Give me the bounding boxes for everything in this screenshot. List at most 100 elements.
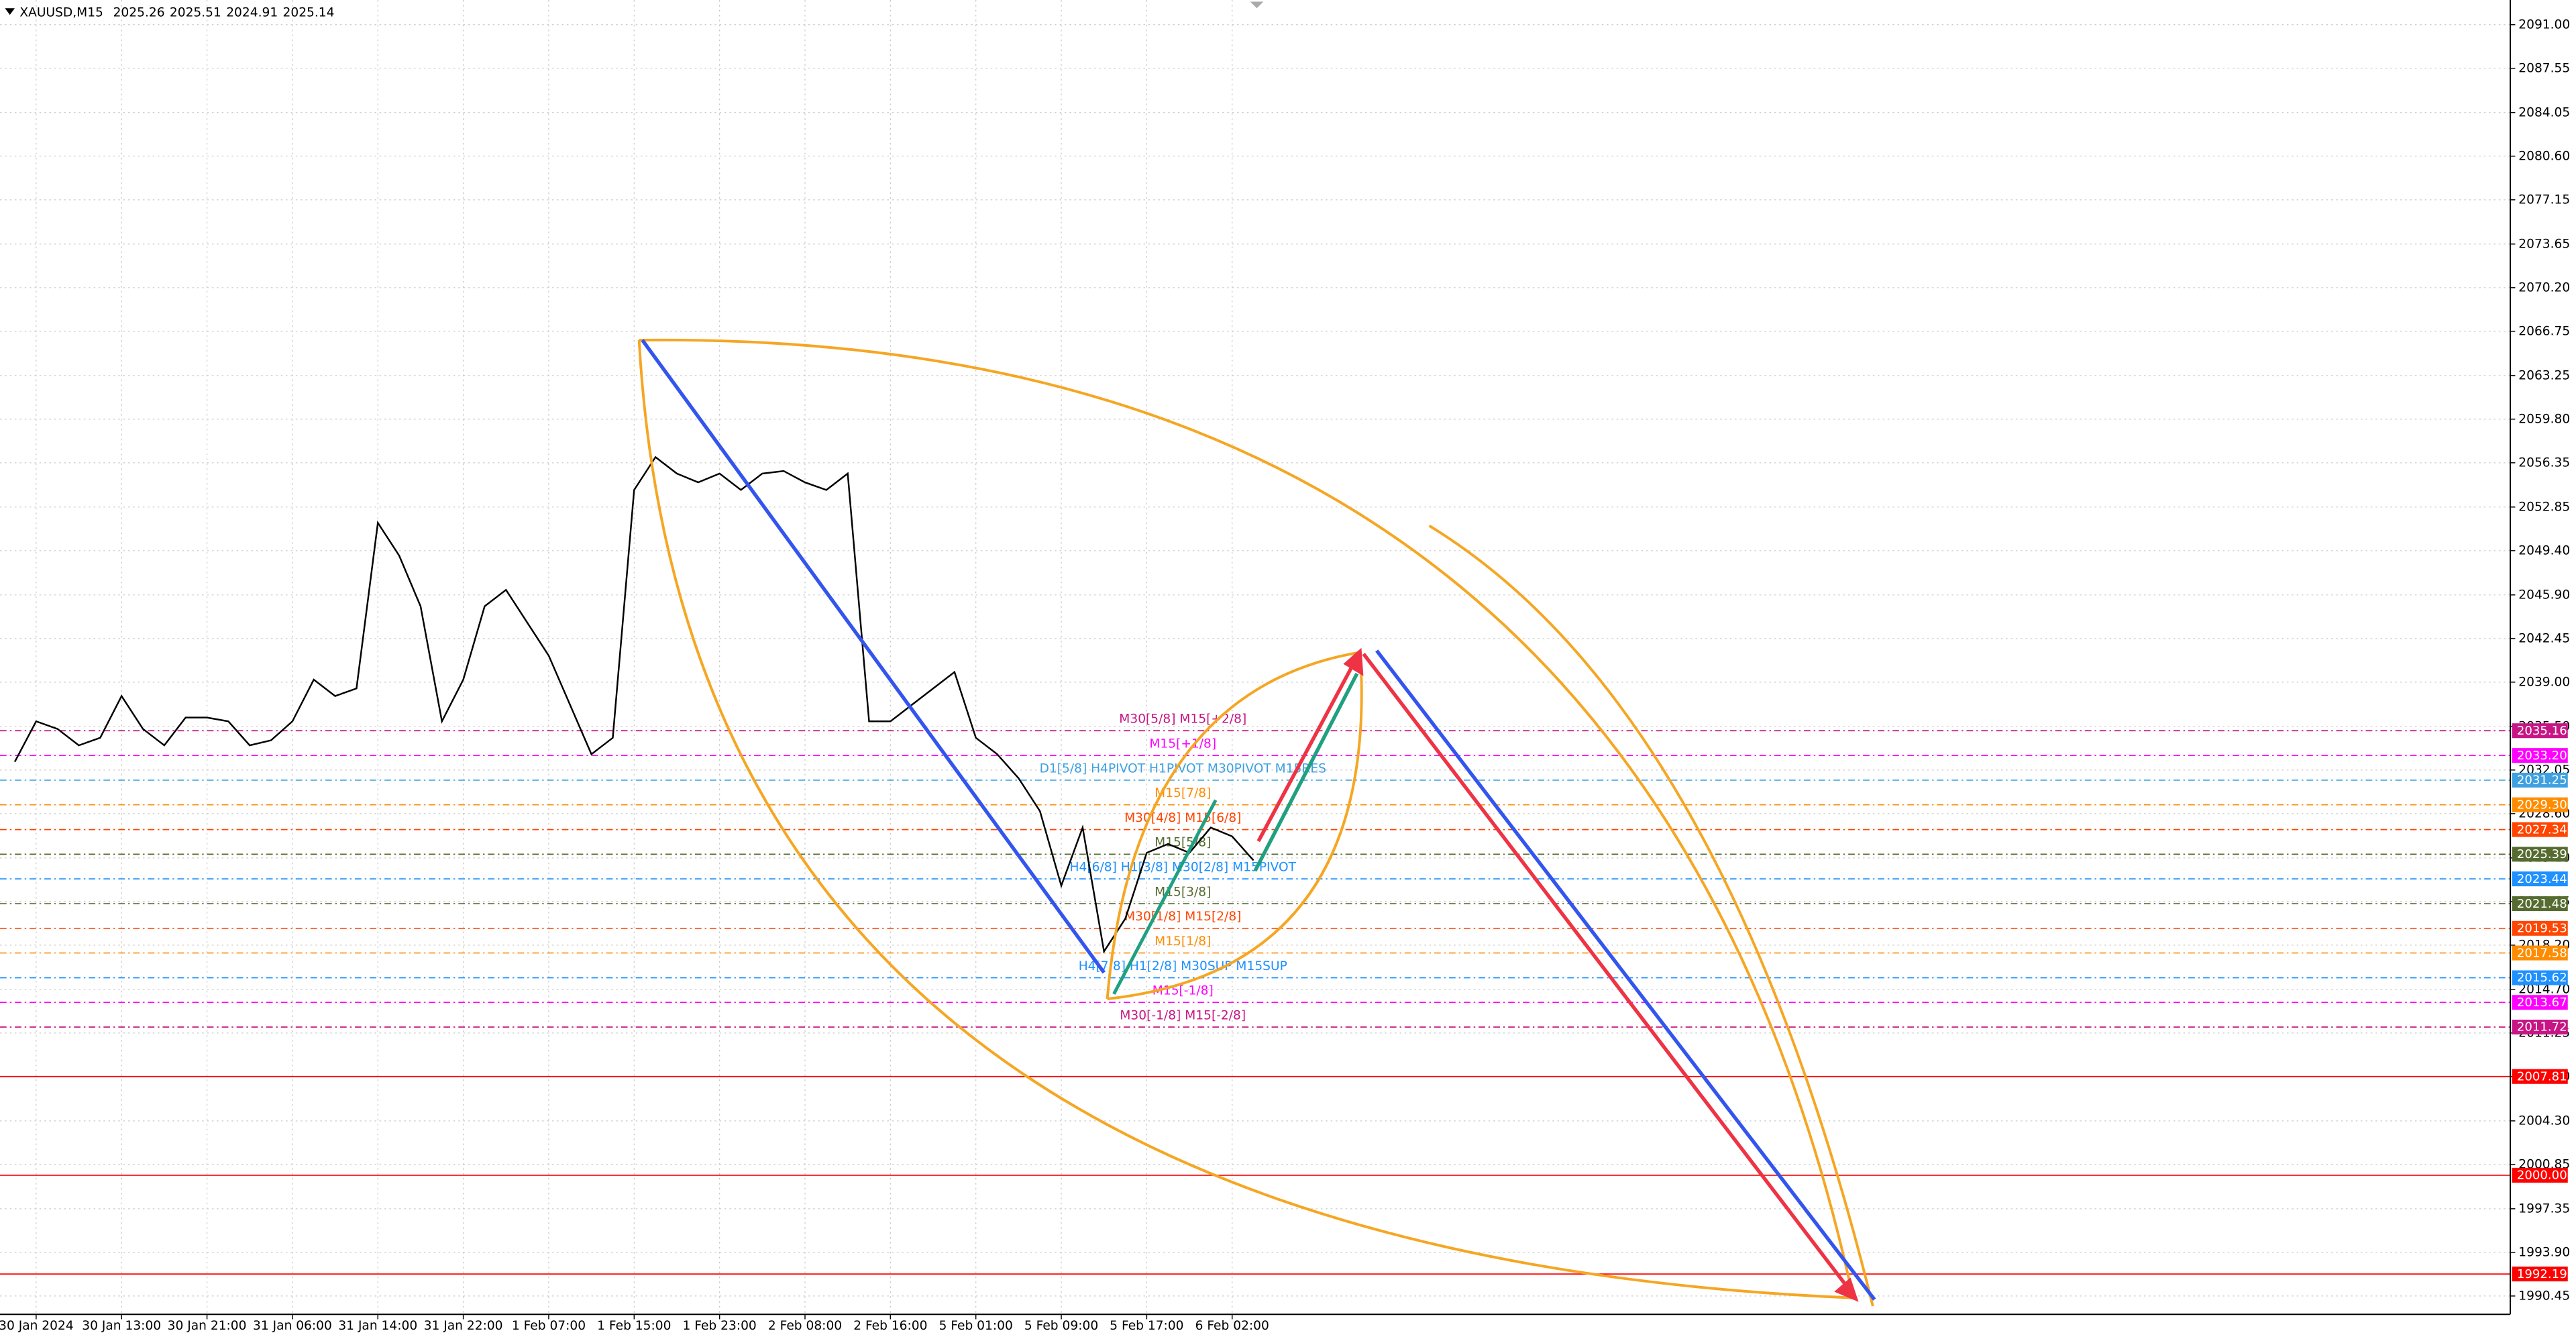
x-tick-label: 1 Feb 07:00: [512, 1319, 586, 1333]
drawings: [637, 338, 1876, 1307]
x-tick-label: 5 Feb 01:00: [939, 1319, 1013, 1333]
price-line: [13, 456, 1254, 954]
level-note: M30[-1/8] M15[-2/8]: [1120, 1008, 1246, 1022]
price-tag: [2512, 748, 2568, 763]
y-tick-label: 2045.90: [2518, 588, 2570, 602]
price-tag-label: 2029.30: [2517, 798, 2567, 812]
price-tag-label: 2019.53: [2517, 922, 2567, 936]
arc: [1106, 651, 1361, 1000]
menu-icon: [5, 8, 15, 15]
y-tick-label: 2056.35: [2518, 456, 2570, 470]
open: 2025.26: [113, 5, 165, 19]
trend-line: [1253, 672, 1359, 872]
x-tick-label: 6 Feb 02:00: [1195, 1319, 1269, 1333]
price-tag: [2512, 772, 2568, 788]
x-tick-label: 1 Feb 15:00: [597, 1319, 671, 1333]
y-tick-label: 2066.75: [2518, 324, 2570, 338]
y-tick-label: 2063.25: [2518, 368, 2570, 382]
y-tick-label: 2052.85: [2518, 500, 2570, 514]
y-tick-label: 2004.30: [2518, 1114, 2570, 1128]
shift-marker: [1250, 1, 1264, 9]
price-tag: [2512, 847, 2568, 862]
price-tag-label: 2007.81: [2517, 1069, 2567, 1083]
price-tag-label: 2033.20: [2517, 749, 2567, 763]
x-tick-label: 2 Feb 08:00: [768, 1319, 842, 1333]
x-tick-label: 30 Jan 21:00: [168, 1319, 247, 1333]
price-tag: [2512, 871, 2568, 887]
x-tick-label: 31 Jan 14:00: [338, 1319, 417, 1333]
price-tag: [2512, 797, 2568, 812]
header: XAUUSD,M15 2025.26 2025.51 2024.91 2025.14: [19, 5, 334, 19]
x-tick-label: 1 Feb 23:00: [683, 1319, 757, 1333]
arc: [1428, 525, 1874, 1307]
price-tag-label: 2031.25: [2517, 773, 2567, 788]
y-tick-label: 2049.40: [2518, 543, 2570, 557]
y-tick-label: 2077.15: [2518, 193, 2570, 207]
x-tick-label: 2 Feb 16:00: [853, 1319, 927, 1333]
y-tick-label: 2059.80: [2518, 412, 2570, 426]
series: [13, 456, 1254, 954]
price-tag: [2512, 1267, 2568, 1282]
y-tick-label: 2091.00: [2518, 17, 2570, 32]
level-note: M15[1/8]: [1155, 934, 1211, 949]
price-tag: [2512, 1167, 2568, 1183]
price-tag: [2512, 920, 2568, 936]
arrow-head: [1834, 1277, 1859, 1302]
trend-line: [1375, 649, 1876, 1301]
level-note: D1[5/8] H4PIVOT H1PIVOT M30PIVOT M15RES: [1040, 761, 1326, 775]
price-tag: [2512, 1069, 2568, 1084]
price-tag-label: 1992.19: [2517, 1267, 2567, 1281]
symbol: XAUUSD,M15: [19, 5, 103, 19]
grid: [0, 0, 2511, 1315]
x-tick-label: 31 Jan 06:00: [253, 1319, 332, 1333]
y-tick-label: 2042.45: [2518, 631, 2570, 645]
price-tag-label: 2015.62: [2517, 971, 2567, 985]
x-tick-label: 5 Feb 09:00: [1024, 1319, 1098, 1333]
level-note: M30[1/8] M15[2/8]: [1124, 910, 1241, 924]
arc: [1107, 652, 1363, 1000]
arrow: [1256, 656, 1359, 843]
y-tick-label: 2084.05: [2518, 105, 2570, 119]
y-tick-label: 2039.00: [2518, 675, 2570, 689]
level-note: M15[+1/8]: [1149, 737, 1216, 751]
close: 2025.14: [283, 5, 335, 19]
price-tag-label: 2027.34: [2517, 822, 2567, 837]
y-tick-label: 2073.65: [2518, 237, 2570, 251]
price-tag-label: 2013.67: [2517, 996, 2567, 1010]
y-tick-label: 1990.45: [2518, 1289, 2570, 1303]
y-tick-label: 2087.55: [2518, 61, 2570, 75]
price-tag-label: 2000.00: [2517, 1169, 2567, 1183]
price-tag: [2512, 995, 2568, 1010]
y-tick-label: 2014.70: [2518, 982, 2570, 996]
y-tick-label: 1993.90: [2518, 1245, 2570, 1259]
level-note: M15[7/8]: [1155, 786, 1211, 800]
price-tag-label: 2021.48: [2517, 897, 2567, 911]
trend-line: [641, 339, 1106, 974]
trend-line: [1112, 799, 1218, 995]
levels: M30[5/8] M15[+2/8] M15[+1/8] D1[5/8] H4PIV…: [0, 712, 2511, 1275]
price-tag-label: 2017.58: [2517, 946, 2567, 960]
arc: [639, 338, 1855, 1299]
y-tick-label: 2080.60: [2518, 149, 2570, 163]
x-tick-label: 30 Jan 13:00: [82, 1319, 161, 1333]
x-tick-label: 5 Feb 17:00: [1110, 1319, 1183, 1333]
price-tag-label: 2011.72: [2517, 1020, 2567, 1034]
price-tag: [2512, 1019, 2568, 1035]
price-tag-label: 2035.16: [2517, 724, 2567, 738]
level-note: H4[6/8] H1[3/8] M30[2/8] M15PIVOT: [1070, 860, 1297, 874]
arrow: [1362, 653, 1855, 1296]
price-tag-label: 2025.39: [2517, 847, 2567, 861]
arrow-head: [1343, 647, 1364, 676]
price-tag: [2512, 945, 2568, 961]
y-tick-label: 2070.20: [2518, 280, 2570, 294]
x-tick-label: 31 Jan 22:00: [424, 1319, 503, 1333]
x-tick-label: 30 Jan 2024: [0, 1319, 74, 1333]
level-note: M30[4/8] M15[6/8]: [1124, 811, 1241, 825]
price-tag-label: 2023.44: [2517, 872, 2567, 886]
price-tag: [2512, 970, 2568, 985]
price-tag: [2512, 822, 2568, 837]
high: 2025.51: [170, 5, 221, 19]
level-note: M30[5/8] M15[+2/8]: [1119, 712, 1246, 727]
